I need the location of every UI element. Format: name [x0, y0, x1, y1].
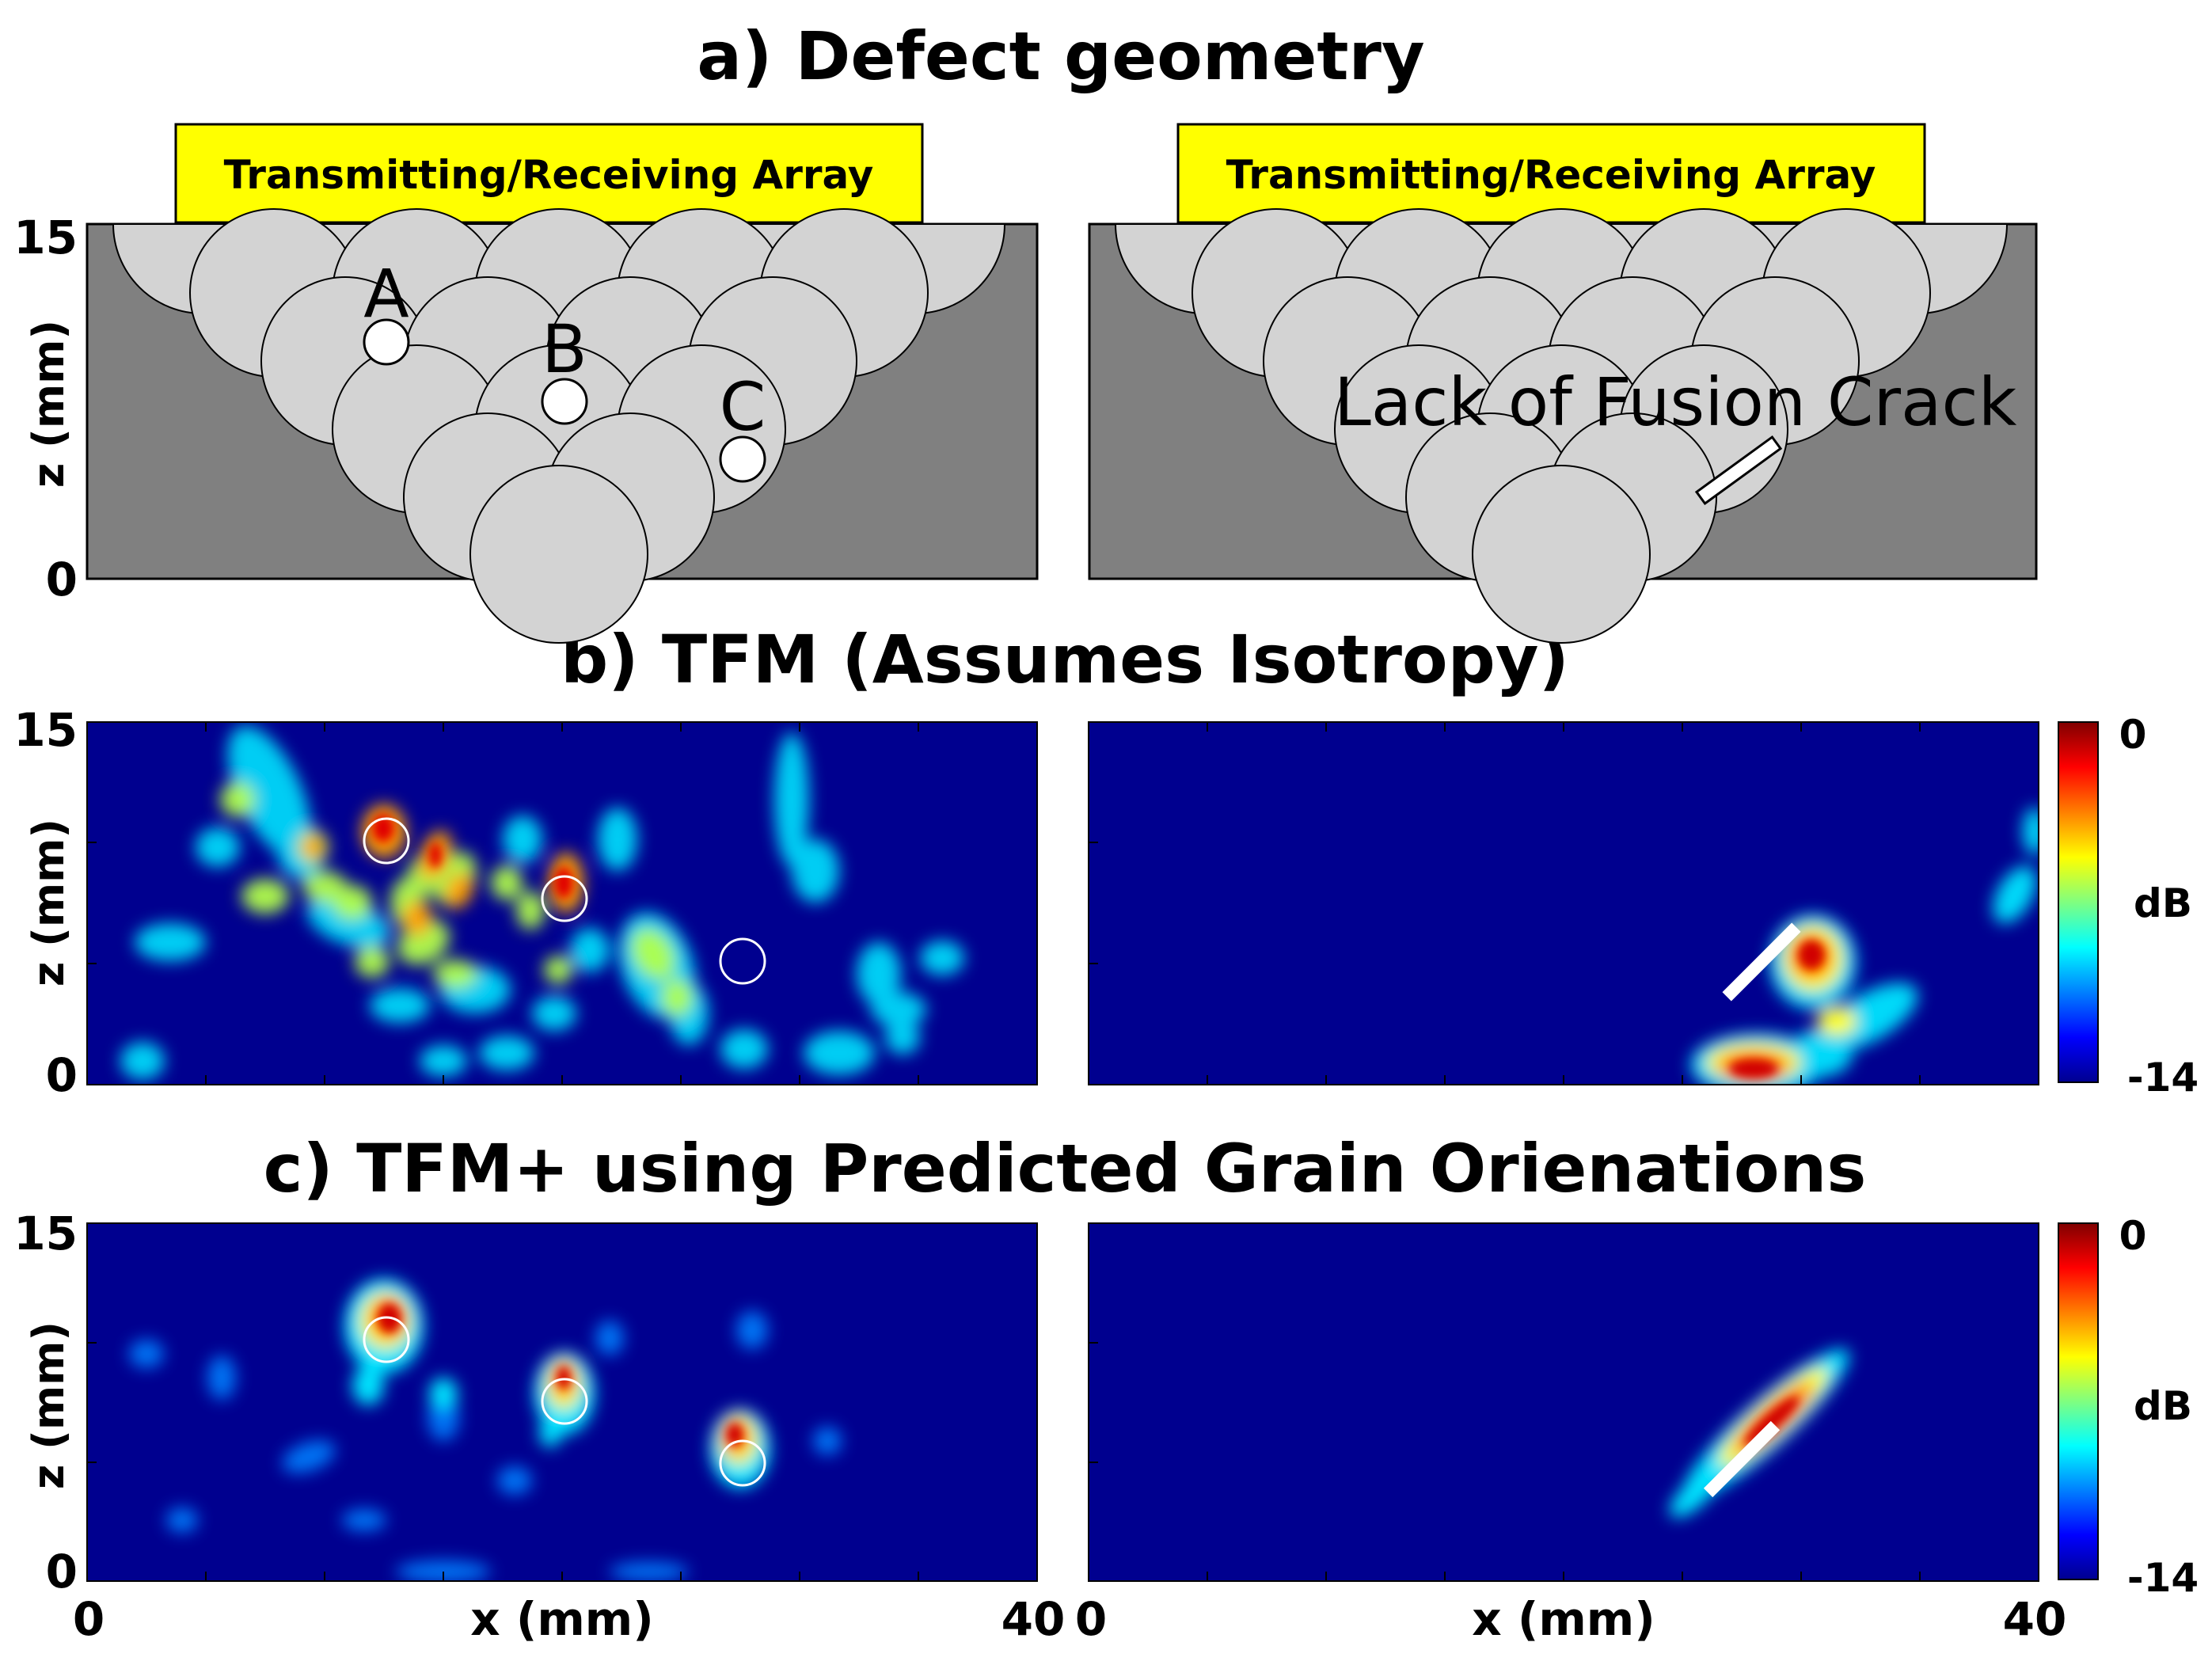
tfm-plus-image-left [86, 1222, 1038, 1582]
defect-a [363, 318, 410, 366]
crack-marker-geometry [1694, 435, 1783, 506]
x-axis-label-right: x (mm) [1472, 1592, 1655, 1646]
z-tick-15-a: 15 [13, 211, 78, 264]
z-axis-label-b: z (mm) [24, 819, 74, 986]
defect-label-a: A [363, 255, 409, 333]
colorbar-min-c: -14 [2127, 1555, 2199, 1601]
tfm-image-left [86, 721, 1038, 1085]
x-axis-label-left: x (mm) [470, 1592, 654, 1646]
geometry-panel-left: Transmitting/Receiving Array [86, 123, 1039, 644]
x-tick-0-left: 0 [73, 1592, 105, 1646]
defect-outline-a-c [363, 1316, 410, 1363]
z-tick-15-c: 15 [13, 1207, 78, 1260]
defect-c [719, 435, 766, 483]
x-tick-40-right: 40 [2003, 1592, 2067, 1646]
tfm-image-right [1088, 721, 2039, 1085]
array-box-right [1176, 123, 1926, 224]
geometry-panel-right: Transmitting/Receiving Array Lack [1088, 123, 2038, 644]
crack-label: Lack of Fusion Crack [1334, 363, 2017, 441]
colorbar-c: 0 dB -14 [2058, 1213, 2199, 1601]
colorbar-b: 0 dB -14 [2058, 712, 2199, 1100]
defect-outline-b-c [541, 1378, 588, 1425]
title-tfm-plus: c) TFM+ using Predicted Grain Orienation… [264, 1130, 1867, 1207]
crack-marker-b [1722, 922, 1801, 1002]
tick-marks-b [87, 722, 1921, 1085]
title-tfm: b) TFM (Assumes Isotropy) [561, 621, 1569, 698]
z-tick-15-b: 15 [13, 703, 78, 757]
array-box-left [174, 123, 924, 224]
colorbar-unit-c: dB [2134, 1383, 2192, 1429]
z-tick-0-b: 0 [46, 1048, 78, 1102]
defect-outline-a-b [363, 817, 410, 865]
tfm-plus-image-right [1088, 1222, 2039, 1582]
colorbar-max-b: 0 [2119, 712, 2147, 758]
colorbar-max-c: 0 [2119, 1213, 2147, 1259]
array-label-left: Transmitting/Receiving Array [224, 152, 874, 198]
z-tick-0-a: 0 [46, 553, 78, 606]
colorbar-min-b: -14 [2127, 1055, 2199, 1100]
x-tick-0-right: 0 [1075, 1592, 1107, 1646]
z-axis-label-c: z (mm) [24, 1321, 74, 1489]
tick-marks-c [87, 1342, 1921, 1581]
defect-outline-c-b [719, 937, 766, 985]
colorbar-unit-b: dB [2134, 880, 2192, 926]
defect-outline-c-c [719, 1439, 766, 1487]
defect-b [541, 378, 588, 425]
array-label-right: Transmitting/Receiving Array [1226, 152, 1876, 198]
defect-label-c: C [720, 368, 766, 446]
title-defect-geometry: a) Defect geometry [697, 17, 1424, 95]
x-tick-40-left: 40 [1001, 1592, 1066, 1646]
z-axis-label-a: z (mm) [24, 320, 74, 488]
crack-marker-c [1703, 1420, 1781, 1498]
defect-outline-b-b [541, 875, 588, 922]
defect-label-b: B [542, 310, 587, 388]
z-tick-0-c: 0 [46, 1545, 78, 1598]
